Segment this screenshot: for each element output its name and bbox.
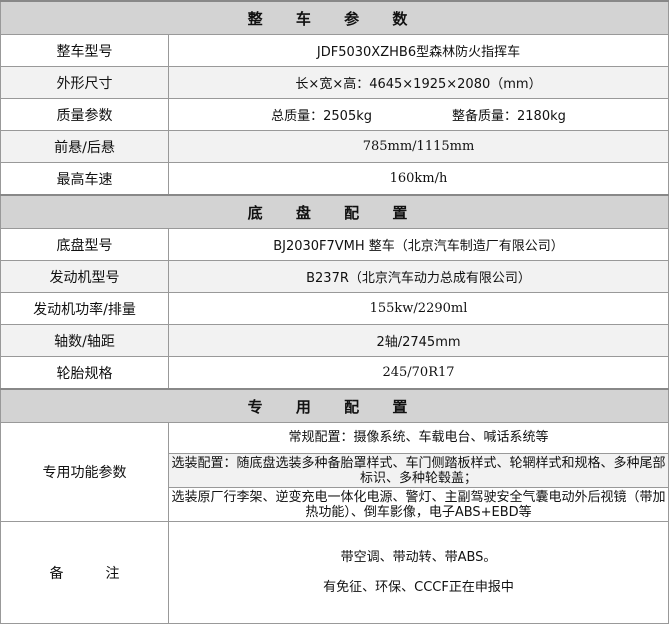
row-label: 备 注 bbox=[0, 521, 169, 624]
row-value: JDF5030XZHB6型森林防火指挥车 bbox=[168, 34, 669, 67]
remark-line: 有免征、环保、CCCF正在申报中 bbox=[323, 579, 514, 595]
row-label: 专用功能参数 bbox=[0, 422, 169, 522]
row-label: 整车型号 bbox=[0, 34, 169, 67]
row-label: 发动机功率/排量 bbox=[0, 292, 169, 325]
row-value: 2轴/2745mm bbox=[168, 324, 669, 357]
gross-mass: 总质量：2505kg bbox=[271, 109, 372, 124]
row-label: 质量参数 bbox=[0, 98, 169, 131]
row-value: 总质量：2505kg 整备质量：2180kg bbox=[168, 98, 669, 131]
section-header: 整 车 参 数 bbox=[0, 0, 669, 35]
row-label: 轴数/轴距 bbox=[0, 324, 169, 357]
row-value: BJ2030F7VMH 整车（北京汽车制造厂有限公司） bbox=[168, 228, 669, 261]
curb-mass: 整备质量：2180kg bbox=[452, 109, 566, 124]
section-header: 专 用 配 置 bbox=[0, 388, 669, 423]
standard-config: 常规配置：摄像系统、车载电台、喊话系统等 bbox=[169, 423, 668, 454]
row-label: 发动机型号 bbox=[0, 260, 169, 293]
remarks-cell: 带空调、带动转、带ABS。 有免征、环保、CCCF正在申报中 bbox=[168, 521, 669, 624]
remark-line: 带空调、带动转、带ABS。 bbox=[340, 549, 497, 565]
row-value: 245/70R17 bbox=[168, 356, 669, 390]
row-label: 前悬/后悬 bbox=[0, 130, 169, 163]
row-value: 160km/h bbox=[168, 162, 669, 196]
row-label: 轮胎规格 bbox=[0, 356, 169, 390]
row-label: 外形尺寸 bbox=[0, 66, 169, 99]
row-value: B237R（北京汽车动力总成有限公司） bbox=[168, 260, 669, 293]
row-value: 785mm/1115mm bbox=[168, 130, 669, 163]
row-label: 底盘型号 bbox=[0, 228, 169, 261]
row-value: 155kw/2290ml bbox=[168, 292, 669, 325]
row-value: 长×宽×高：4645×1925×2080（mm） bbox=[168, 66, 669, 99]
optional-config: 选装配置：随底盘选装多种备胎罩样式、车门侧踏板样式、轮辋样式和规格、多种尾部标识… bbox=[169, 454, 668, 488]
section-header: 底 盘 配 置 bbox=[0, 194, 669, 229]
optional-extras: 选装原厂行李架、逆变充电一体化电源、警灯、主副驾驶安全气囊电动外后视镜（带加热功… bbox=[171, 489, 666, 520]
special-config-cell: 常规配置：摄像系统、车载电台、喊话系统等 选装配置：随底盘选装多种备胎罩样式、车… bbox=[168, 422, 669, 522]
row-label: 最高车速 bbox=[0, 162, 169, 196]
